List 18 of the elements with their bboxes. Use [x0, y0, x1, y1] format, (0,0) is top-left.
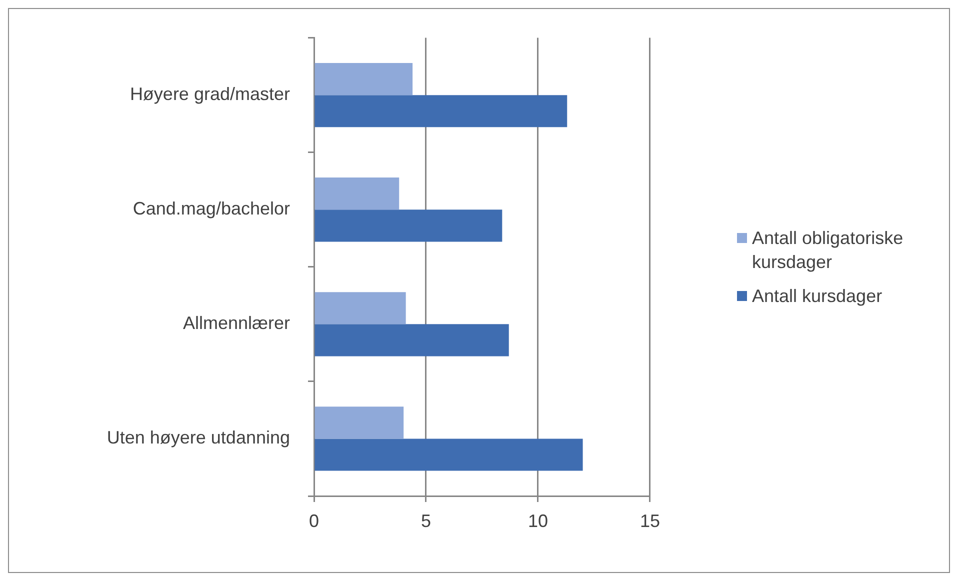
x-tick-label: 15: [640, 510, 660, 531]
x-tick-label: 5: [420, 510, 432, 531]
bar: [314, 63, 413, 96]
bar: [314, 438, 583, 471]
legend-label: Antall kursdager: [752, 285, 884, 308]
bar: [314, 95, 568, 128]
x-tick-label: 0: [308, 510, 320, 531]
bar: [314, 324, 509, 356]
legend-label: Antall obligatoriske kursdager: [752, 227, 904, 274]
bar: [314, 210, 502, 242]
bar: [314, 406, 404, 439]
y-tick-label: Høyere grad/master: [130, 84, 290, 104]
bar: [314, 178, 400, 210]
y-tick-label: Allmennlærer: [182, 313, 290, 334]
y-tick-label: Uten høyere utdanning: [106, 428, 290, 448]
x-tick-label: 10: [528, 510, 548, 531]
bar: [314, 292, 406, 324]
y-tick-label: Cand.mag/bachelor: [132, 198, 290, 219]
